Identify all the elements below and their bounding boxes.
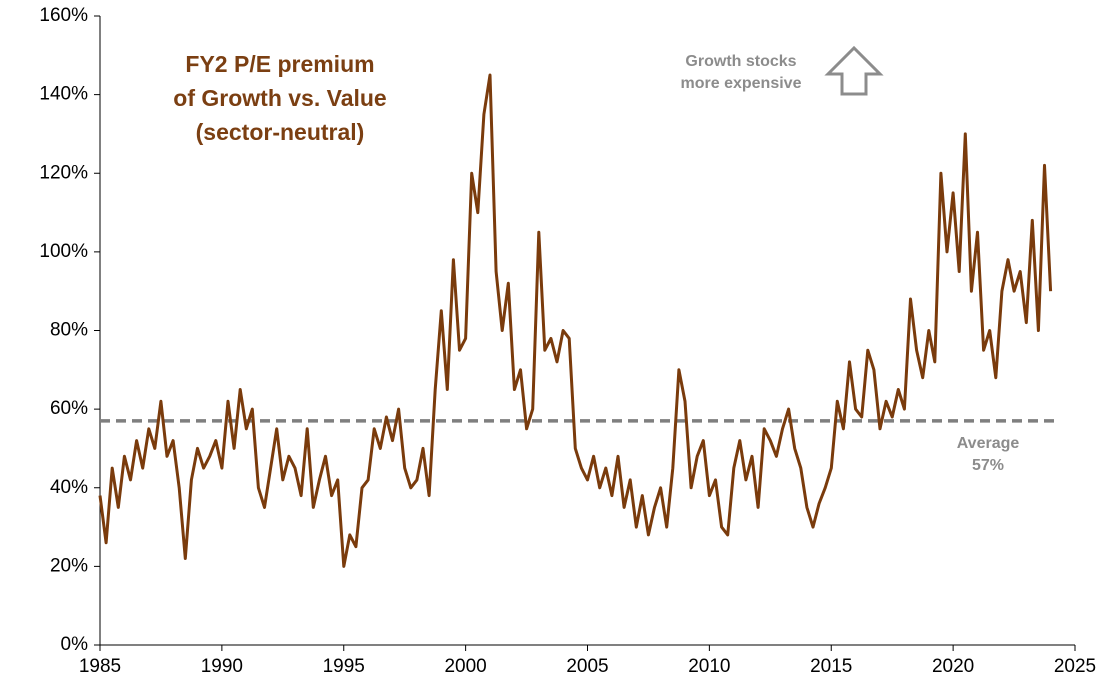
x-tick-label: 2020 bbox=[932, 656, 974, 677]
y-tick-label: 40% bbox=[50, 477, 88, 498]
average-label: 57% bbox=[972, 457, 1004, 474]
annotation: more expensive bbox=[681, 75, 802, 92]
y-tick-label: 100% bbox=[39, 241, 88, 262]
x-tick-label: 2025 bbox=[1054, 656, 1096, 677]
x-tick-label: 2015 bbox=[810, 656, 852, 677]
x-tick-label: 1995 bbox=[323, 656, 365, 677]
y-tick-label: 0% bbox=[61, 634, 89, 655]
data-line bbox=[98, 73, 1053, 568]
annotation: Growth stocks bbox=[685, 53, 796, 70]
y-tick-label: 140% bbox=[39, 84, 88, 105]
y-tick-label: 160% bbox=[39, 5, 88, 26]
x-tick-label: 1990 bbox=[201, 656, 243, 677]
chart-title: FY2 P/E premium bbox=[185, 51, 374, 77]
average-label: Average bbox=[957, 435, 1020, 452]
chart-title: (sector-neutral) bbox=[196, 119, 365, 145]
y-tick-label: 60% bbox=[50, 398, 88, 419]
x-tick-label: 2005 bbox=[566, 656, 608, 677]
chart-title: of Growth vs. Value bbox=[173, 85, 386, 111]
x-tick-label: 1985 bbox=[79, 656, 121, 677]
x-tick-label: 2000 bbox=[444, 656, 486, 677]
x-tick-label: 2010 bbox=[688, 656, 730, 677]
y-tick-label: 20% bbox=[50, 555, 88, 576]
y-tick-label: 120% bbox=[39, 162, 88, 183]
arrow-icon bbox=[824, 45, 884, 96]
y-tick-label: 80% bbox=[50, 320, 88, 341]
